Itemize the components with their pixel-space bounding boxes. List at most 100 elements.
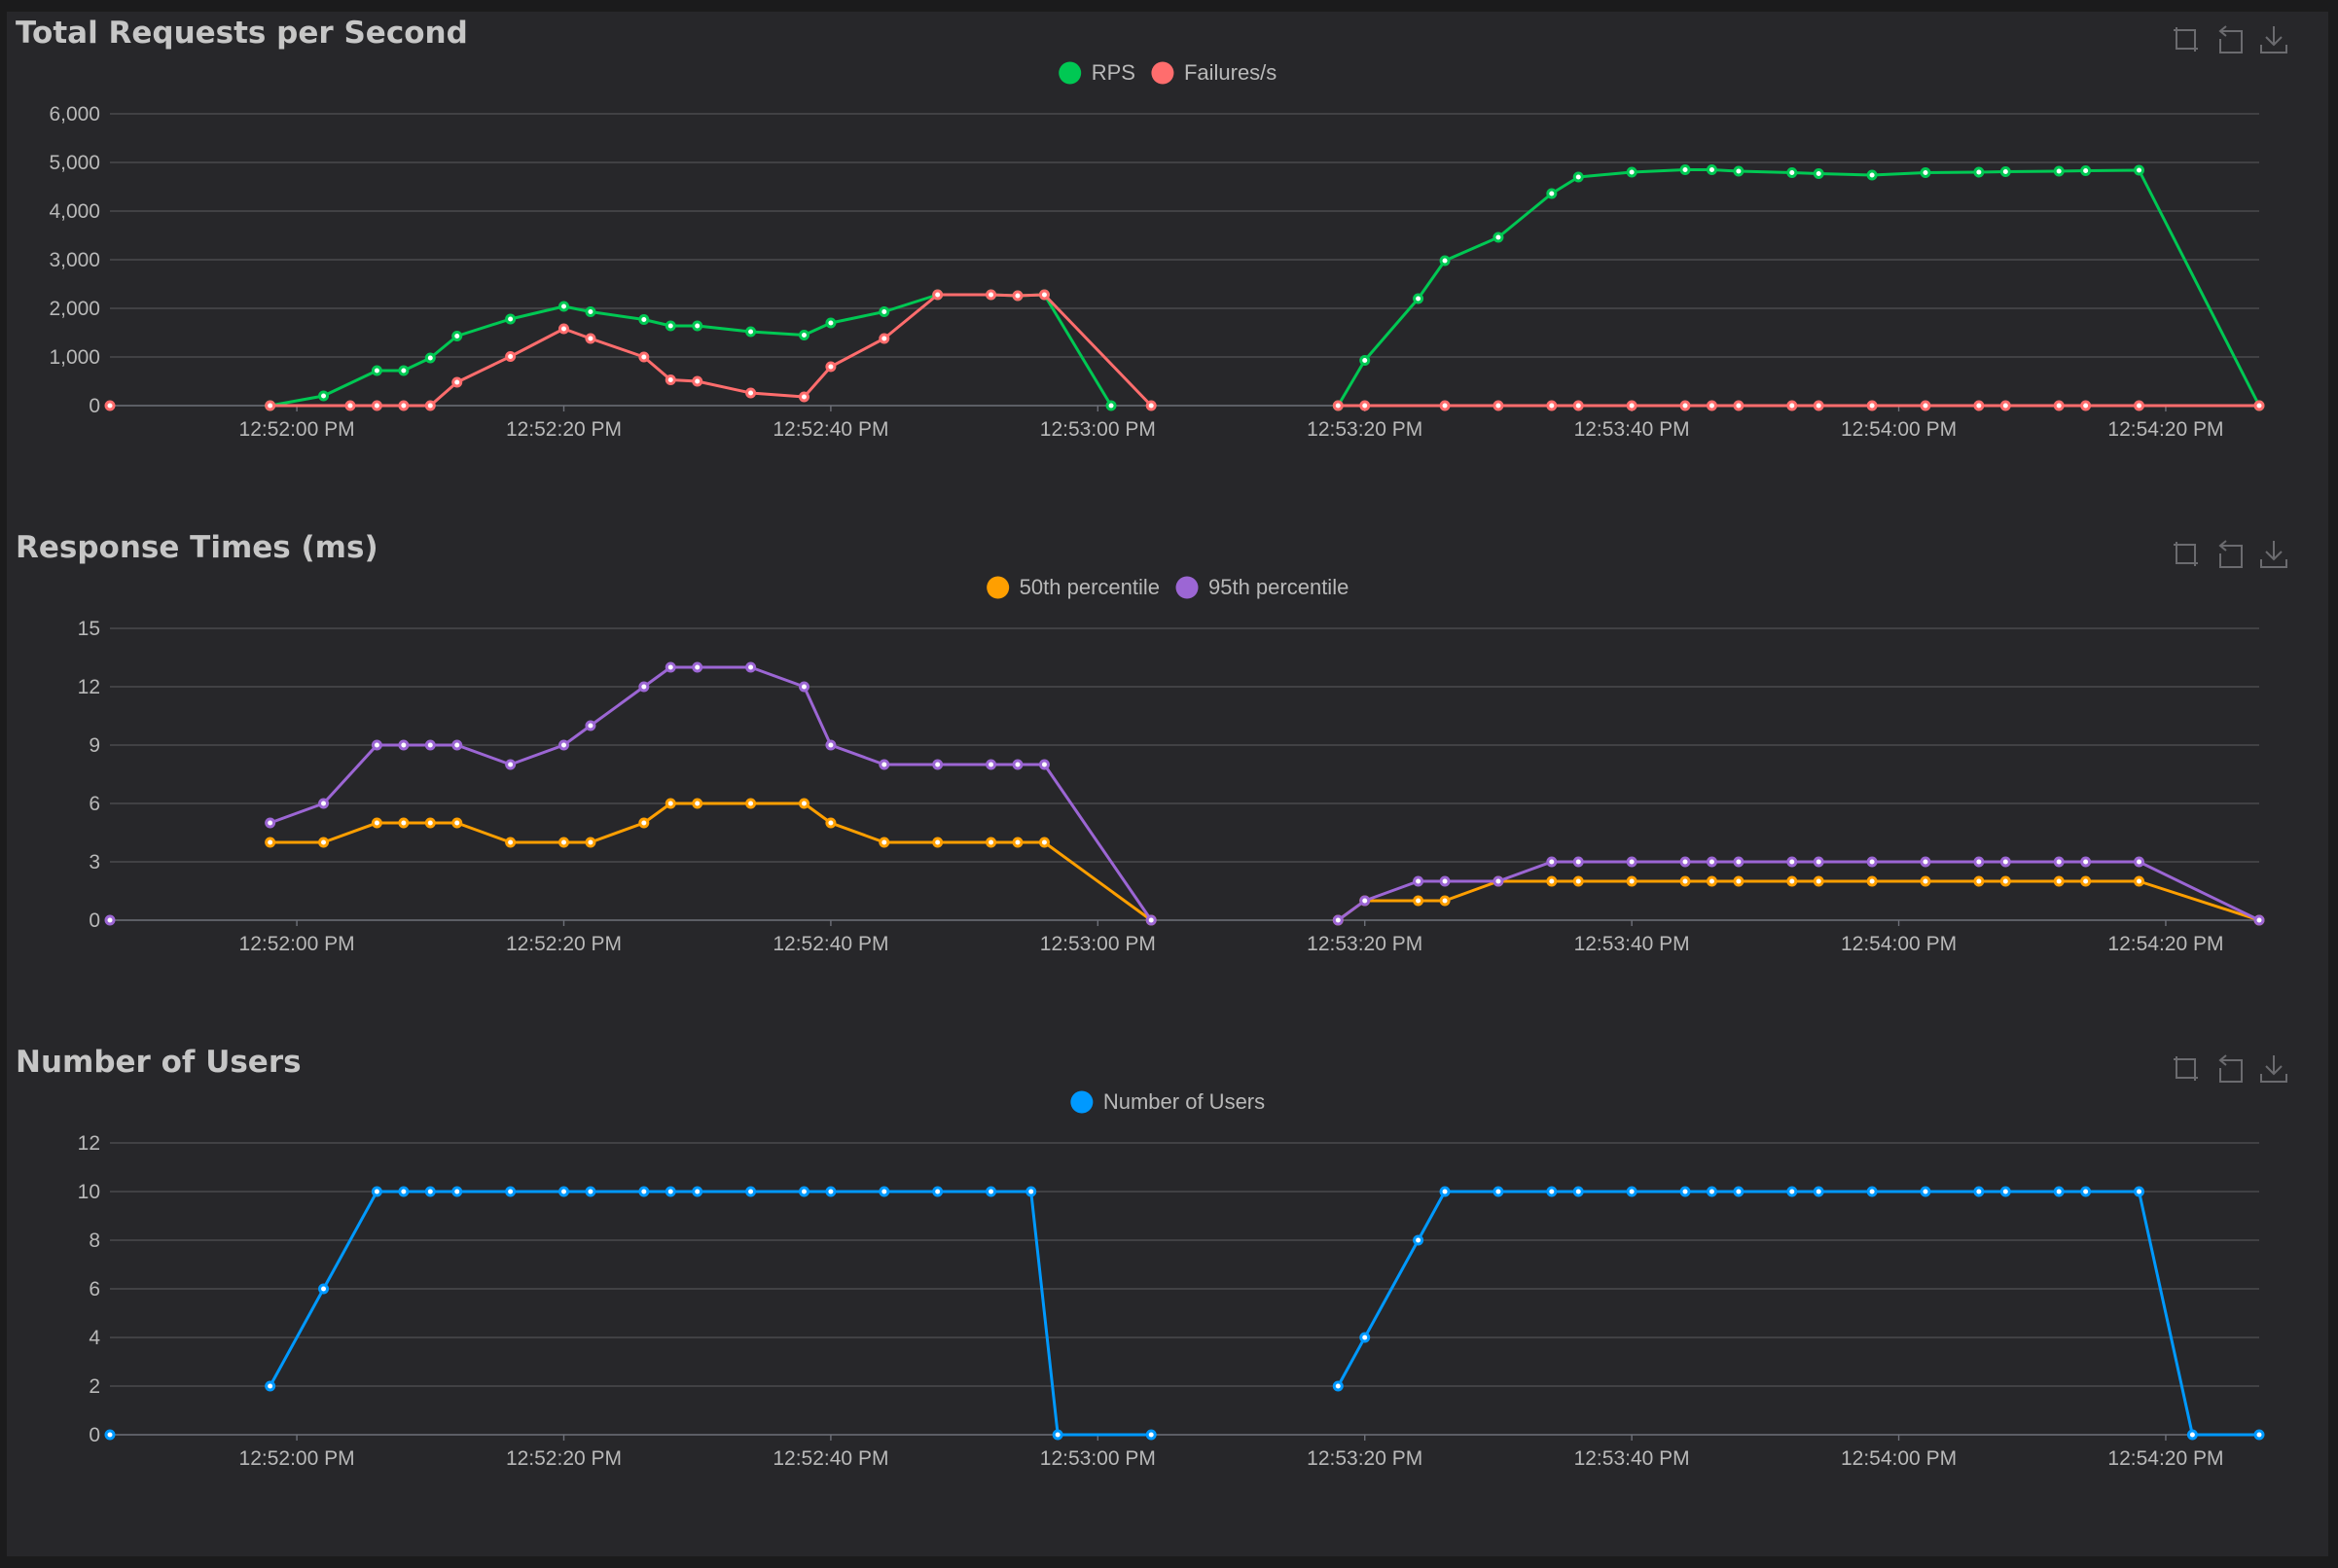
data-point [1786, 167, 1798, 178]
users-chart-plot: 0 2 4 6 8 10 12 12:52:00 PM 12:52:20 PM 12:52:40 … [78, 1089, 2265, 1470]
data-point [318, 390, 330, 402]
data-point [1786, 875, 1798, 887]
chart-toolbox [2168, 21, 2314, 58]
data-point [1973, 856, 1985, 868]
data-point [505, 351, 517, 362]
data-point [1920, 875, 1931, 887]
x-tick-label: 12:52:00 PM [239, 1447, 355, 1470]
y-tick-label: 12 [78, 1132, 100, 1155]
x-tick-label: 12:52:00 PM [239, 933, 355, 955]
data-point [665, 320, 676, 332]
data-point [1439, 895, 1451, 907]
data-point [2080, 1186, 2092, 1197]
zoom-icon[interactable] [2168, 1051, 2205, 1087]
y-tick-label: 15 [78, 618, 100, 640]
data-point [265, 817, 276, 829]
download-icon[interactable] [2255, 21, 2292, 58]
data-point [879, 306, 890, 317]
data-point [2134, 875, 2145, 887]
data-point [1025, 1186, 1037, 1197]
data-point [745, 798, 757, 809]
data-point [1332, 1380, 1344, 1392]
x-tick-label: 12:53:40 PM [1574, 418, 1690, 441]
legend-marker [987, 576, 1010, 599]
chart-panel-response-times: Response Times (ms) 0 3 6 9 12 15 12:52:00 PM 1… [7, 526, 2328, 1041]
data-point [398, 739, 410, 751]
data-point [1626, 856, 1637, 868]
download-icon[interactable] [2255, 1051, 2292, 1087]
data-point [1626, 875, 1637, 887]
data-point [1866, 1186, 1878, 1197]
data-point [451, 331, 463, 341]
chart-toolbox [2168, 536, 2314, 573]
data-point [986, 1186, 997, 1197]
data-point [1546, 875, 1558, 887]
y-tick-label: 2,000 [49, 298, 100, 320]
data-point [451, 817, 463, 829]
data-point [1813, 400, 1824, 411]
chart-panel-rps: Total Requests per Second 0 1,000 2,000 3,0… [7, 12, 2328, 526]
y-tick-label: 5,000 [49, 152, 100, 174]
legend-label: Number of Users [1103, 1089, 1265, 1114]
y-tick-label: 6 [89, 793, 100, 815]
legend-label: 95th percentile [1208, 575, 1349, 599]
zoom-reset-icon[interactable] [2212, 21, 2248, 58]
legend-label: 50th percentile [1020, 575, 1160, 599]
x-tick-label: 12:54:20 PM [2107, 418, 2223, 441]
data-point [424, 817, 436, 829]
data-point [558, 739, 569, 751]
y-tick-label: 0 [89, 1424, 100, 1446]
data-point [638, 314, 650, 325]
data-point [798, 330, 809, 340]
legend-marker [1175, 576, 1199, 599]
data-point [879, 1186, 890, 1197]
data-point [825, 817, 837, 829]
data-point [1493, 232, 1504, 243]
data-point [1145, 914, 1157, 926]
zoom-icon[interactable] [2168, 536, 2205, 573]
data-point [2186, 1429, 2198, 1441]
download-icon[interactable] [2255, 536, 2292, 573]
data-point [692, 375, 703, 387]
chart-toolbox [2168, 1051, 2314, 1087]
data-point [585, 1186, 596, 1197]
data-point [1706, 164, 1717, 175]
data-point [505, 1186, 517, 1197]
data-point [1973, 400, 1985, 411]
series-line [270, 168, 2261, 408]
data-point [1679, 875, 1691, 887]
data-point [104, 400, 116, 411]
zoom-reset-icon[interactable] [2212, 536, 2248, 573]
x-tick-label: 12:52:00 PM [239, 418, 355, 441]
data-point [2253, 1429, 2265, 1441]
data-point [1733, 1186, 1745, 1197]
data-point [451, 376, 463, 388]
legend-label: Failures/s [1184, 60, 1277, 85]
x-tick-label: 12:54:20 PM [2107, 1447, 2223, 1470]
data-point [585, 720, 596, 731]
chart-panel-users: Number of Users 0 2 4 6 8 10 12 12:52:00 PM 12:5… [7, 1041, 2328, 1555]
data-point [1706, 400, 1717, 411]
data-point [104, 914, 116, 926]
data-point [371, 365, 382, 376]
data-point [692, 1186, 703, 1197]
data-point [424, 352, 436, 364]
data-point [879, 759, 890, 770]
response-times-chart-plot: 0 3 6 9 12 15 12:52:00 PM 12:52:20 PM 12:52:40 P… [78, 575, 2265, 955]
zoom-reset-icon[interactable] [2212, 1051, 2248, 1087]
y-tick-label: 0 [89, 395, 100, 417]
x-tick-label: 12:53:40 PM [1574, 933, 1690, 955]
data-point [398, 1186, 410, 1197]
data-point [692, 661, 703, 673]
data-point [1733, 856, 1745, 868]
data-point [1572, 171, 1584, 183]
data-point [1145, 1429, 1157, 1441]
data-point [1866, 875, 1878, 887]
data-point [371, 817, 382, 829]
data-point [1413, 875, 1424, 887]
data-point [558, 1186, 569, 1197]
zoom-icon[interactable] [2168, 21, 2205, 58]
data-point [2080, 400, 2092, 411]
data-point [1038, 759, 1050, 770]
data-point [665, 661, 676, 673]
